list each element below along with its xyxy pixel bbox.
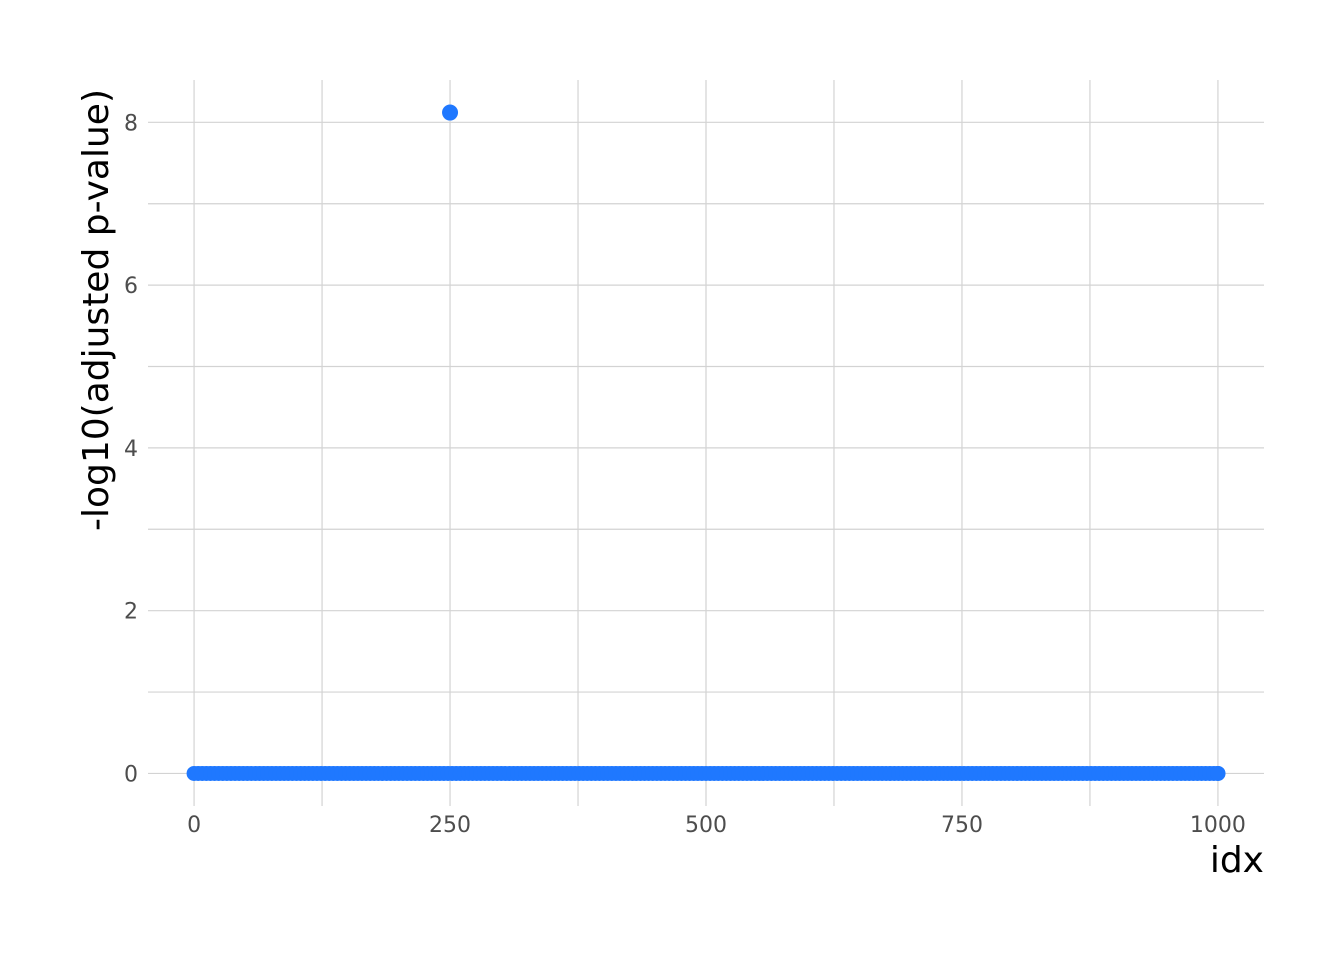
- x-tick-label: 750: [941, 813, 983, 838]
- data-points: [186, 104, 1226, 781]
- y-tick-label: 6: [124, 274, 138, 299]
- y-tick-label: 4: [124, 437, 138, 462]
- x-axis-ticks: 0 250 500 750 1000: [187, 813, 1246, 838]
- gridlines: [148, 80, 1264, 806]
- x-axis-title: idx: [1210, 840, 1264, 881]
- x-tick-label: 0: [187, 813, 201, 838]
- x-tick-label: 250: [429, 813, 471, 838]
- y-tick-label: 0: [124, 762, 138, 787]
- data-point: [1210, 765, 1226, 781]
- data-point-outlier: [442, 104, 459, 121]
- y-axis-ticks: 0 2 4 6 8: [124, 111, 138, 787]
- y-axis-title: -log10(adjusted p-value): [76, 89, 117, 531]
- y-tick-label: 8: [124, 111, 138, 136]
- y-tick-label: 2: [124, 600, 138, 625]
- x-tick-label: 500: [685, 813, 727, 838]
- x-tick-label: 1000: [1190, 813, 1246, 838]
